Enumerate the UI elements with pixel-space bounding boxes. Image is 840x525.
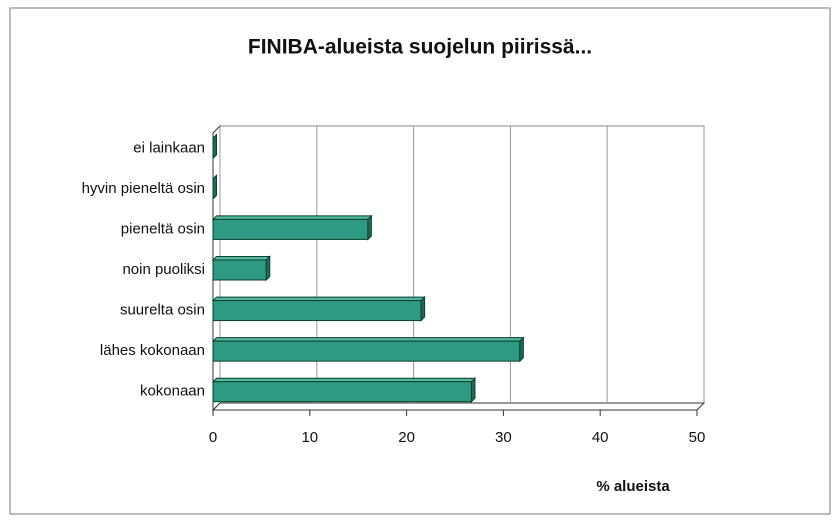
bar-top bbox=[211, 215, 373, 220]
x-tick-label: 50 bbox=[689, 429, 706, 446]
y-tick-label: ei lainkaan bbox=[133, 139, 205, 156]
bar-side bbox=[519, 336, 524, 363]
chart-title: FINIBA-alueista suojelun piirissä... bbox=[248, 36, 592, 59]
bar-top bbox=[211, 337, 525, 342]
x-tick-label: 20 bbox=[398, 429, 415, 446]
bar-side bbox=[212, 174, 217, 201]
bar-top bbox=[211, 377, 477, 383]
bar-side bbox=[265, 255, 271, 282]
x-tick-label: 30 bbox=[495, 429, 512, 446]
y-tick-label: lähes kokonaan bbox=[100, 342, 205, 359]
x-tick-label: 0 bbox=[209, 429, 217, 446]
bar-top bbox=[211, 296, 426, 302]
plot-floor bbox=[211, 402, 706, 411]
bar bbox=[212, 300, 422, 322]
y-tick-label: pieneltä osin bbox=[121, 220, 205, 237]
bar-side bbox=[212, 133, 217, 160]
x-tick-label: 40 bbox=[592, 429, 609, 446]
bar-side bbox=[470, 377, 476, 403]
bar-side bbox=[367, 214, 372, 241]
bar-top bbox=[211, 256, 271, 261]
bar-side bbox=[420, 295, 426, 322]
y-tick-label: hyvin pieneltä osin bbox=[82, 180, 205, 197]
y-tick-label: kokonaan bbox=[140, 383, 205, 400]
bar bbox=[212, 218, 369, 240]
x-axis-label: % alueista bbox=[596, 478, 670, 495]
bar bbox=[212, 259, 267, 281]
x-tick-label: 10 bbox=[301, 429, 318, 446]
bar bbox=[212, 340, 521, 362]
y-tick-label: noin puoliksi bbox=[122, 261, 205, 278]
bar bbox=[212, 381, 472, 403]
y-tick-label: suurelta osin bbox=[120, 302, 205, 319]
